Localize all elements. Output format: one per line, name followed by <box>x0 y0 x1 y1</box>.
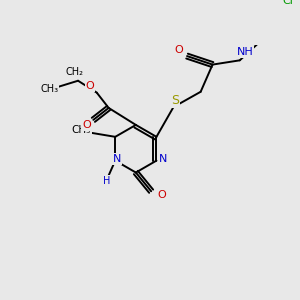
Text: Cl: Cl <box>282 0 293 6</box>
Text: N: N <box>113 154 121 164</box>
Text: H: H <box>103 176 110 186</box>
Text: S: S <box>171 94 179 107</box>
Text: O: O <box>85 81 94 91</box>
Text: CH₃: CH₃ <box>72 125 91 135</box>
Text: O: O <box>82 120 91 130</box>
Text: NH: NH <box>236 47 253 57</box>
Text: CH₂: CH₂ <box>66 67 84 77</box>
Text: N: N <box>159 154 167 164</box>
Text: O: O <box>157 190 166 200</box>
Text: O: O <box>174 45 183 55</box>
Text: CH₃: CH₃ <box>40 84 58 94</box>
